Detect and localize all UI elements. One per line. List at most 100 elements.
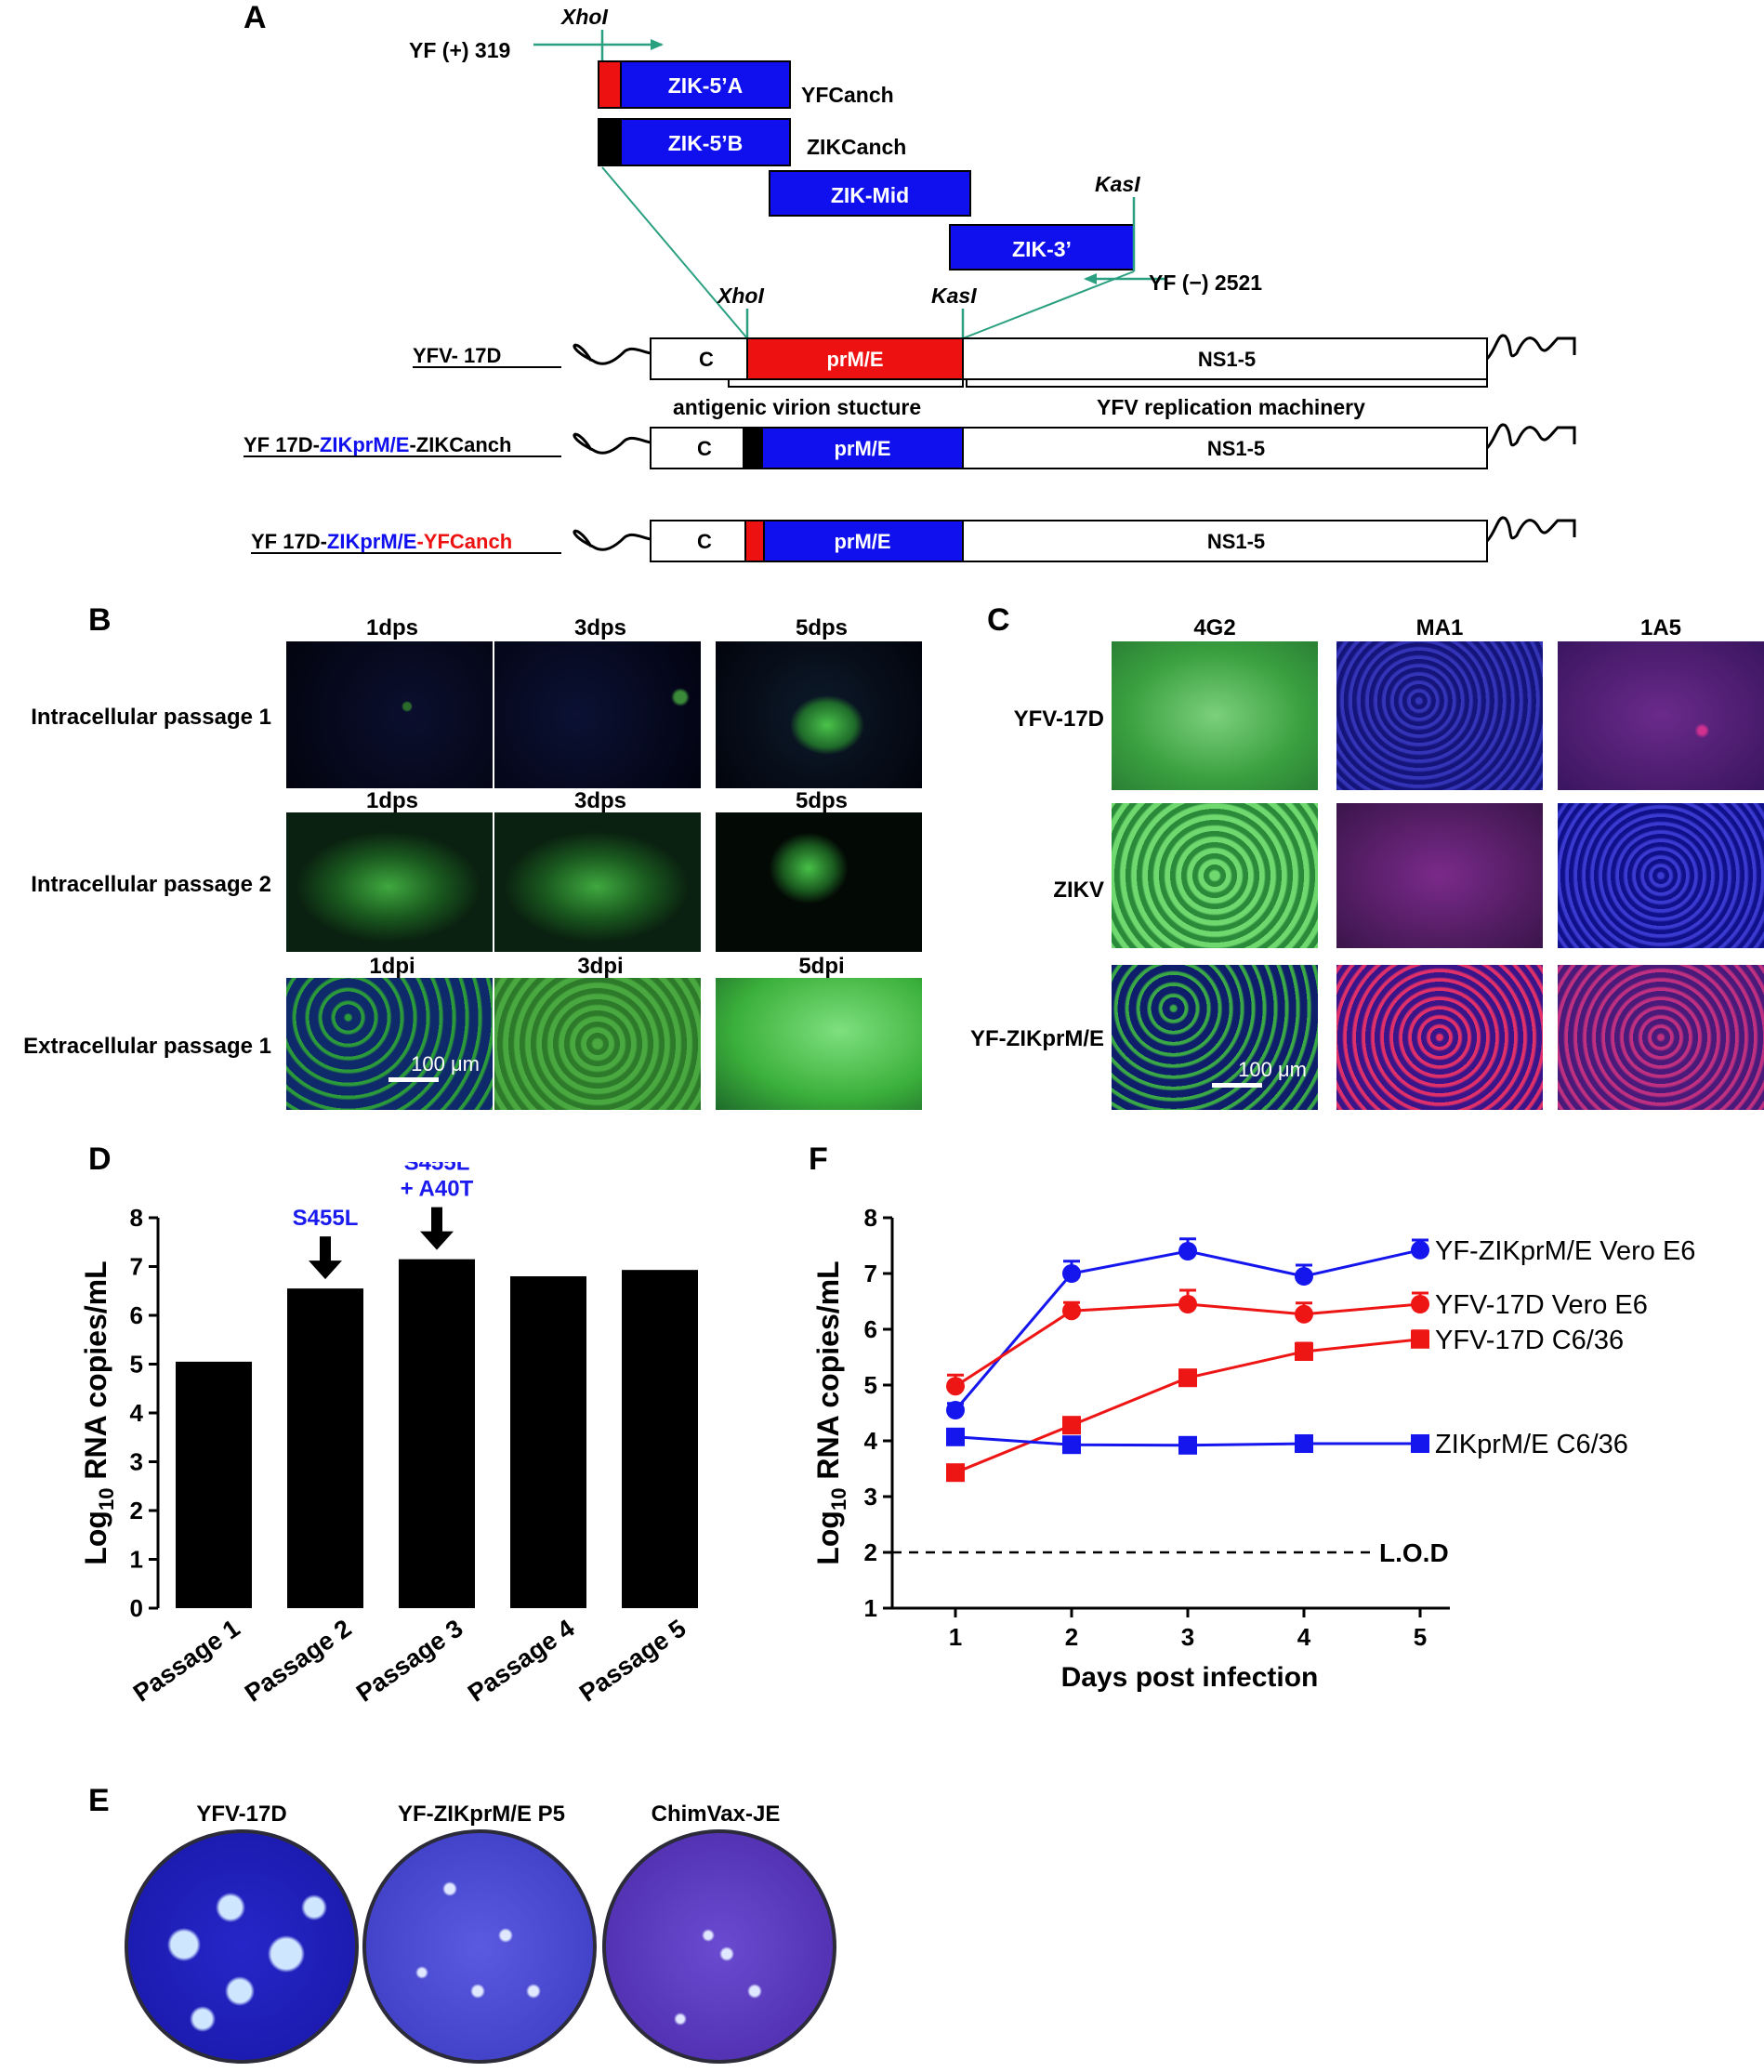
d-annotation-text: + A40T [401,1177,474,1202]
yfcanch-label: YFCanch [801,83,894,107]
d-annotation-arrow-shaft [431,1207,442,1234]
utr3-squiggle-1 [1485,334,1576,361]
panel-label-a: A [244,0,267,35]
d-annotation-text: S455L [293,1206,359,1231]
c-image-zikv-4g2 [1112,803,1318,948]
bracket-antigenic-label: antigenic virion stucture [673,395,921,419]
utr5-squiggle-2 [573,432,652,455]
fragment-zikmid [769,170,971,217]
b-col-r3-1: 1dpi [369,954,415,979]
e-dish-chimvax [602,1829,836,2064]
f-point [1178,1368,1197,1388]
e-dish-label-3: ChimVax-JE [651,1801,781,1827]
bracket-antigenic [728,379,964,388]
d-bar [510,1276,586,1608]
d-y-tick-label: 4 [130,1399,144,1427]
genome3-prme-label: prM/E [834,530,890,553]
d-y-tick-label: 7 [130,1253,143,1281]
d-y-tick-label: 8 [130,1204,143,1232]
f-point [1411,1240,1429,1260]
c-row-2: ZIKV [1053,878,1104,903]
b-col-r2-1: 1dps [365,788,418,813]
zikcanch-block [598,118,622,166]
f-y-tick-label: 7 [864,1260,877,1287]
f-x-tick-label: 2 [1065,1623,1078,1651]
b-col-r1-2: 3dps [573,615,626,640]
f-point [1295,1342,1313,1361]
construct2-insert: ZIKprM/E [320,433,410,456]
f-point [946,1401,965,1419]
d-ylabel-main: Log [79,1511,112,1565]
f-point [1411,1295,1429,1313]
f-series-label: ZIKprM/E C6/36 [1435,1430,1628,1459]
panel-label-d: D [88,1142,112,1177]
genome3-c [650,520,746,562]
utr5-squiggle-3 [573,529,652,551]
genome1-c-label: C [699,348,714,371]
c-image-yfv-4g2 [1112,641,1318,790]
d-y-tick-label: 3 [130,1448,143,1476]
zoom-line-right [962,271,1135,339]
f-y-tick-label: 8 [864,1204,877,1232]
d-y-tick-label: 2 [130,1497,143,1524]
xhoi-site-genome: XhoI [716,284,764,308]
fragment-zik5b-label: ZIK-5’B [668,131,744,155]
genome3-yfcanch [744,520,765,562]
b-col-r1-3: 5dps [795,615,848,640]
genome1-prme [746,337,964,380]
fragment-zik5a [620,60,791,109]
c-image-yfv-1a5 [1558,641,1764,790]
bracket-replication-label: YFV replication machinery [1097,395,1365,419]
f-point [1178,1242,1197,1260]
genome1-ns [962,337,1488,380]
fragment-zikmid-label: ZIK-Mid [831,183,909,207]
d-x-tick-label: Passage 3 [351,1614,467,1707]
c-image-zikv-ma1 [1336,803,1543,948]
d-y-tick-label: 1 [130,1546,143,1574]
f-y-tick-label: 1 [864,1594,877,1622]
e-dish-yfv [125,1829,359,2064]
f-x-tick-label: 4 [1297,1623,1311,1651]
b-image-r1c3 [716,641,922,788]
construct3-insert: ZIKprM/E [327,530,417,553]
f-x-axis-label: Days post infection [1061,1662,1319,1693]
genome1-prme-label: prM/E [826,348,883,371]
b-col-r3-2: 3dpi [577,954,624,979]
d-y-axis-label: Log10 RNA copies/mL [79,1260,118,1564]
f-point [1062,1301,1081,1321]
b-image-r2c2 [494,812,701,952]
xhoi-site-top: XhoI [559,5,608,29]
d-y-tick-label: 5 [130,1351,143,1379]
bracket-replication [966,379,1488,388]
b-row-1: Intracellular passage 1 [31,705,271,730]
f-y-tick-label: 5 [864,1371,877,1399]
e-dish-label-2: YF-ZIKprM/E P5 [397,1801,565,1827]
d-annotation-arrow-head [420,1231,454,1250]
c-scale-bar [1212,1083,1262,1088]
panel-a-construct-diagram: YF (+) 319 XhoI ZIK-5’A YFCanch ZIK-5’B … [244,5,1576,562]
f-point [1062,1264,1081,1283]
panel-label-c: C [987,602,1010,638]
c-col-2: MA1 [1415,615,1464,640]
genome2-prme [761,427,964,469]
f-series-label: YF-ZIKprM/E Vero E6 [1435,1236,1695,1266]
d-x-tick-label: Passage 5 [574,1614,691,1707]
c-row-3: YF-ZIKprM/E [970,1026,1104,1051]
fragment-zik5a-label: ZIK-5’A [668,73,744,98]
genome3-prme [763,520,964,562]
b-image-r2c3 [716,812,922,952]
b-col-r2-2: 3dps [573,788,626,813]
b-image-r3c2 [494,978,701,1110]
primer-reverse-label: YF (−) 2521 [1149,271,1262,295]
d-bar [399,1259,475,1608]
genome2-c-label: C [697,437,712,460]
construct2-label: YF 17D-ZIKprM/E-ZIKCanch [244,433,511,456]
c-scale-label: 100 μm [1238,1058,1307,1081]
f-y-tick-label: 4 [864,1427,878,1455]
utr3-squiggle-2 [1485,423,1576,450]
construct2-suffix: -ZIKCanch [409,433,511,456]
d-bar [287,1288,363,1608]
yfcanch-block [598,60,622,109]
d-ylabel-rest: RNA copies/mL [79,1260,112,1487]
